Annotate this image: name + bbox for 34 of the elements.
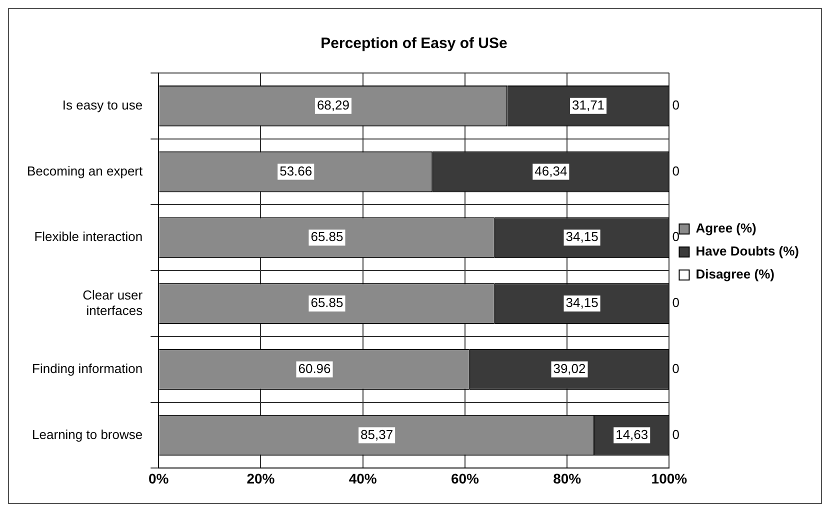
data-label: 46,34 (534, 163, 568, 178)
y-tick-label: Is easy to use (62, 98, 143, 113)
data-label: 0 (672, 295, 680, 310)
legend-label: Agree (%) (696, 220, 756, 236)
y-tick-label: Becoming an expert (27, 163, 144, 178)
data-label: 39,02 (553, 360, 586, 376)
data-label: 0 (672, 229, 680, 244)
chart-title: Perception of Easy of USe (320, 35, 508, 52)
y-tick-label: Clear user interfaces (82, 287, 144, 318)
data-label: 34,15 (566, 229, 598, 244)
data-label: 65.85 (310, 295, 344, 310)
x-tick-label: 80% (553, 470, 582, 486)
y-tick-label: Flexible interaction (34, 229, 143, 244)
x-tick-label: 20% (246, 470, 276, 486)
x-tick-label: 40% (348, 470, 378, 486)
data-label: 31,71 (572, 98, 605, 113)
data-label: 85,37 (360, 426, 394, 442)
data-label: 0 (672, 426, 680, 442)
x-tick-label: 60% (450, 470, 480, 486)
data-label: 65.85 (310, 229, 344, 244)
x-tick-label: 0% (148, 470, 170, 486)
data-label: 14,63 (616, 426, 648, 442)
x-tick-label: 100% (651, 470, 688, 486)
data-label: 0 (672, 360, 680, 376)
data-label: 0 (672, 163, 680, 178)
legend-label: Disagree (%) (696, 266, 774, 282)
data-label: 0 (672, 98, 680, 113)
data-label: 34,15 (566, 295, 598, 310)
data-label: 68,29 (316, 98, 350, 113)
y-tick-label: Finding information (32, 360, 143, 376)
data-label: 53.66 (280, 163, 312, 178)
legend-label: Have Doubts (%) (696, 244, 800, 259)
y-tick-label: Learning to browse (32, 426, 143, 442)
data-label: 60.96 (298, 360, 331, 376)
